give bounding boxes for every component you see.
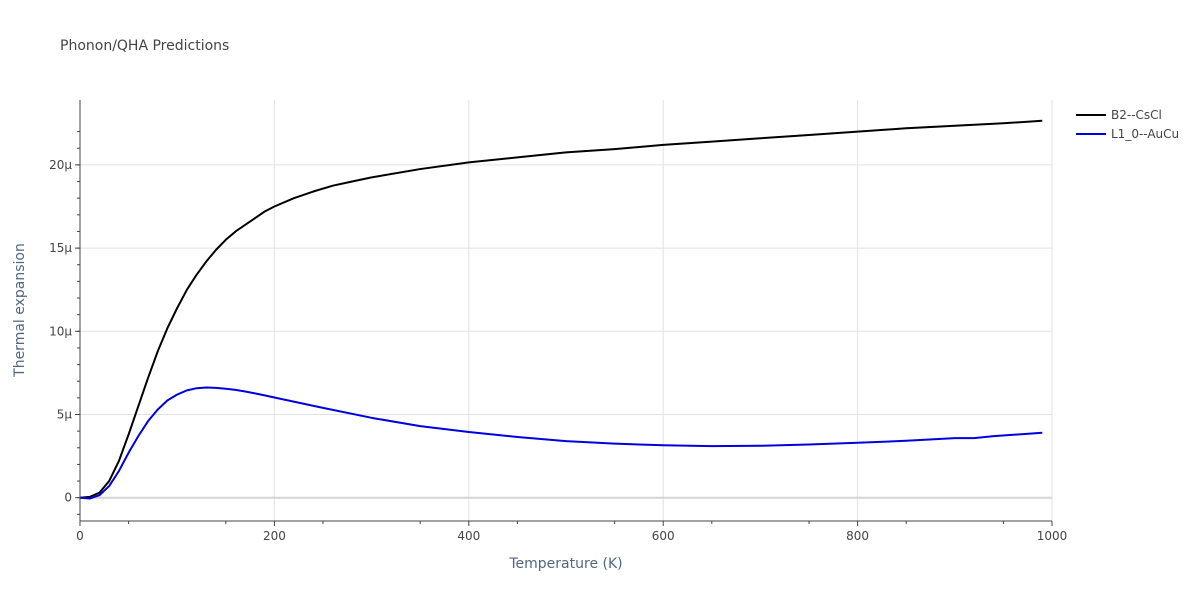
legend-item-0[interactable]: B2--CsCl: [1076, 108, 1162, 122]
legend-label: B2--CsCl: [1111, 108, 1162, 122]
grid: [80, 100, 1053, 521]
x-tick-label: 400: [457, 529, 480, 543]
y-tick-label: 20μ: [49, 158, 72, 172]
plot-area: [79, 119, 1043, 500]
x-axis-title: Temperature (K): [508, 556, 622, 572]
x-tick-label: 0: [76, 529, 84, 543]
legend-label: L1_0--AuCu: [1111, 127, 1179, 141]
y-tick-label: 10μ: [49, 324, 72, 338]
y-axis-title: Thermal expansion: [12, 243, 28, 378]
x-tick-label: 1000: [1037, 529, 1068, 543]
legend-item-1[interactable]: L1_0--AuCu: [1076, 127, 1179, 141]
chart-title: Phonon/QHA Predictions: [60, 38, 229, 54]
axes: 0 200 400 600 800 1000 0 5μ 10μ 15μ 20μ: [49, 100, 1067, 543]
y-tick-label: 0: [64, 491, 72, 505]
series-line-1: [79, 386, 1043, 500]
x-tick-label: 200: [263, 529, 286, 543]
y-tick-label: 15μ: [49, 241, 72, 255]
x-tick-label: 600: [652, 529, 675, 543]
legend[interactable]: B2--CsCl L1_0--AuCu: [1076, 108, 1179, 141]
y-tick-label: 5μ: [57, 408, 73, 422]
series-line-0: [79, 119, 1043, 499]
x-tick-label: 800: [846, 529, 869, 543]
